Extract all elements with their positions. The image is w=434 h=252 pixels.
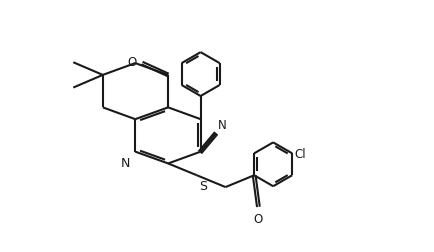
Text: Cl: Cl (293, 147, 305, 160)
Text: S: S (198, 179, 207, 192)
Text: O: O (253, 212, 263, 225)
Text: O: O (128, 56, 137, 69)
Text: N: N (121, 156, 130, 169)
Text: N: N (217, 118, 226, 131)
